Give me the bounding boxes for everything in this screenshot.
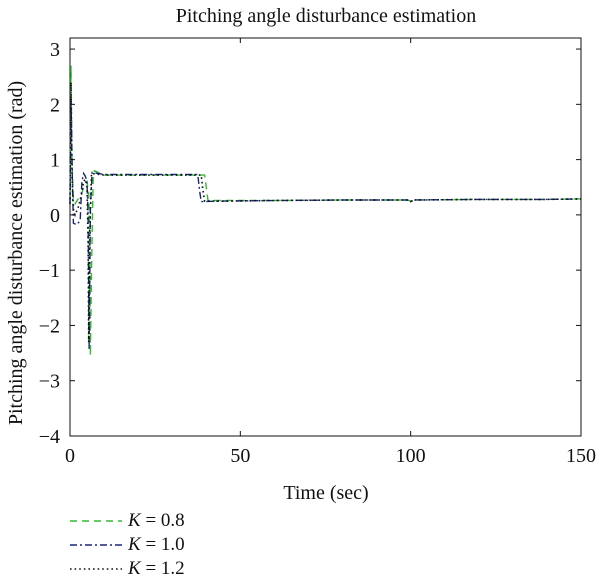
y-tick-label: −3 <box>39 371 60 393</box>
legend-swatch-dashed <box>70 520 122 522</box>
plot-frame <box>69 37 582 437</box>
legend: K = 0.8 K = 1.0 K = 1.2 <box>68 510 308 582</box>
y-tick-label: −4 <box>39 426 60 448</box>
legend-item: K = 1.2 <box>68 558 308 582</box>
chart-title: Pitching angle disturbance estimation <box>176 5 477 27</box>
legend-item: K = 0.8 <box>68 510 308 534</box>
y-tick-label: 1 <box>50 150 60 172</box>
x-tick-label: 100 <box>396 445 426 467</box>
y-tick-label: 3 <box>50 39 60 61</box>
y-tick-label: −2 <box>39 315 60 337</box>
x-tick-label: 50 <box>230 445 250 467</box>
series-line-2 <box>69 82 582 343</box>
legend-item: K = 1.0 <box>68 534 308 558</box>
y-tick-label: 0 <box>50 205 60 227</box>
y-axis-label: Pitching angle disturbance estimation (r… <box>5 81 27 425</box>
y-tick-label: −1 <box>39 260 60 282</box>
legend-label: K = 1.2 <box>128 558 185 579</box>
legend-label: K = 1.0 <box>128 534 185 555</box>
series-layer <box>69 65 582 356</box>
series-line-1 <box>69 98 582 351</box>
y-tick-label: 2 <box>50 94 60 116</box>
tick-layer: 0 50 100 150 −4 −3 −2 −1 0 1 2 3 <box>39 38 596 467</box>
legend-label: K = 0.8 <box>128 510 185 531</box>
x-tick-label: 150 <box>566 445 596 467</box>
x-tick-label: 0 <box>65 445 75 467</box>
plot-area: 0 50 100 150 −4 −3 −2 −1 0 1 2 3 <box>39 37 596 467</box>
series-line-0 <box>69 65 582 356</box>
legend-swatch-dotted <box>70 568 122 570</box>
legend-swatch-dashdot <box>70 544 122 546</box>
x-axis-label: Time (sec) <box>283 482 368 504</box>
